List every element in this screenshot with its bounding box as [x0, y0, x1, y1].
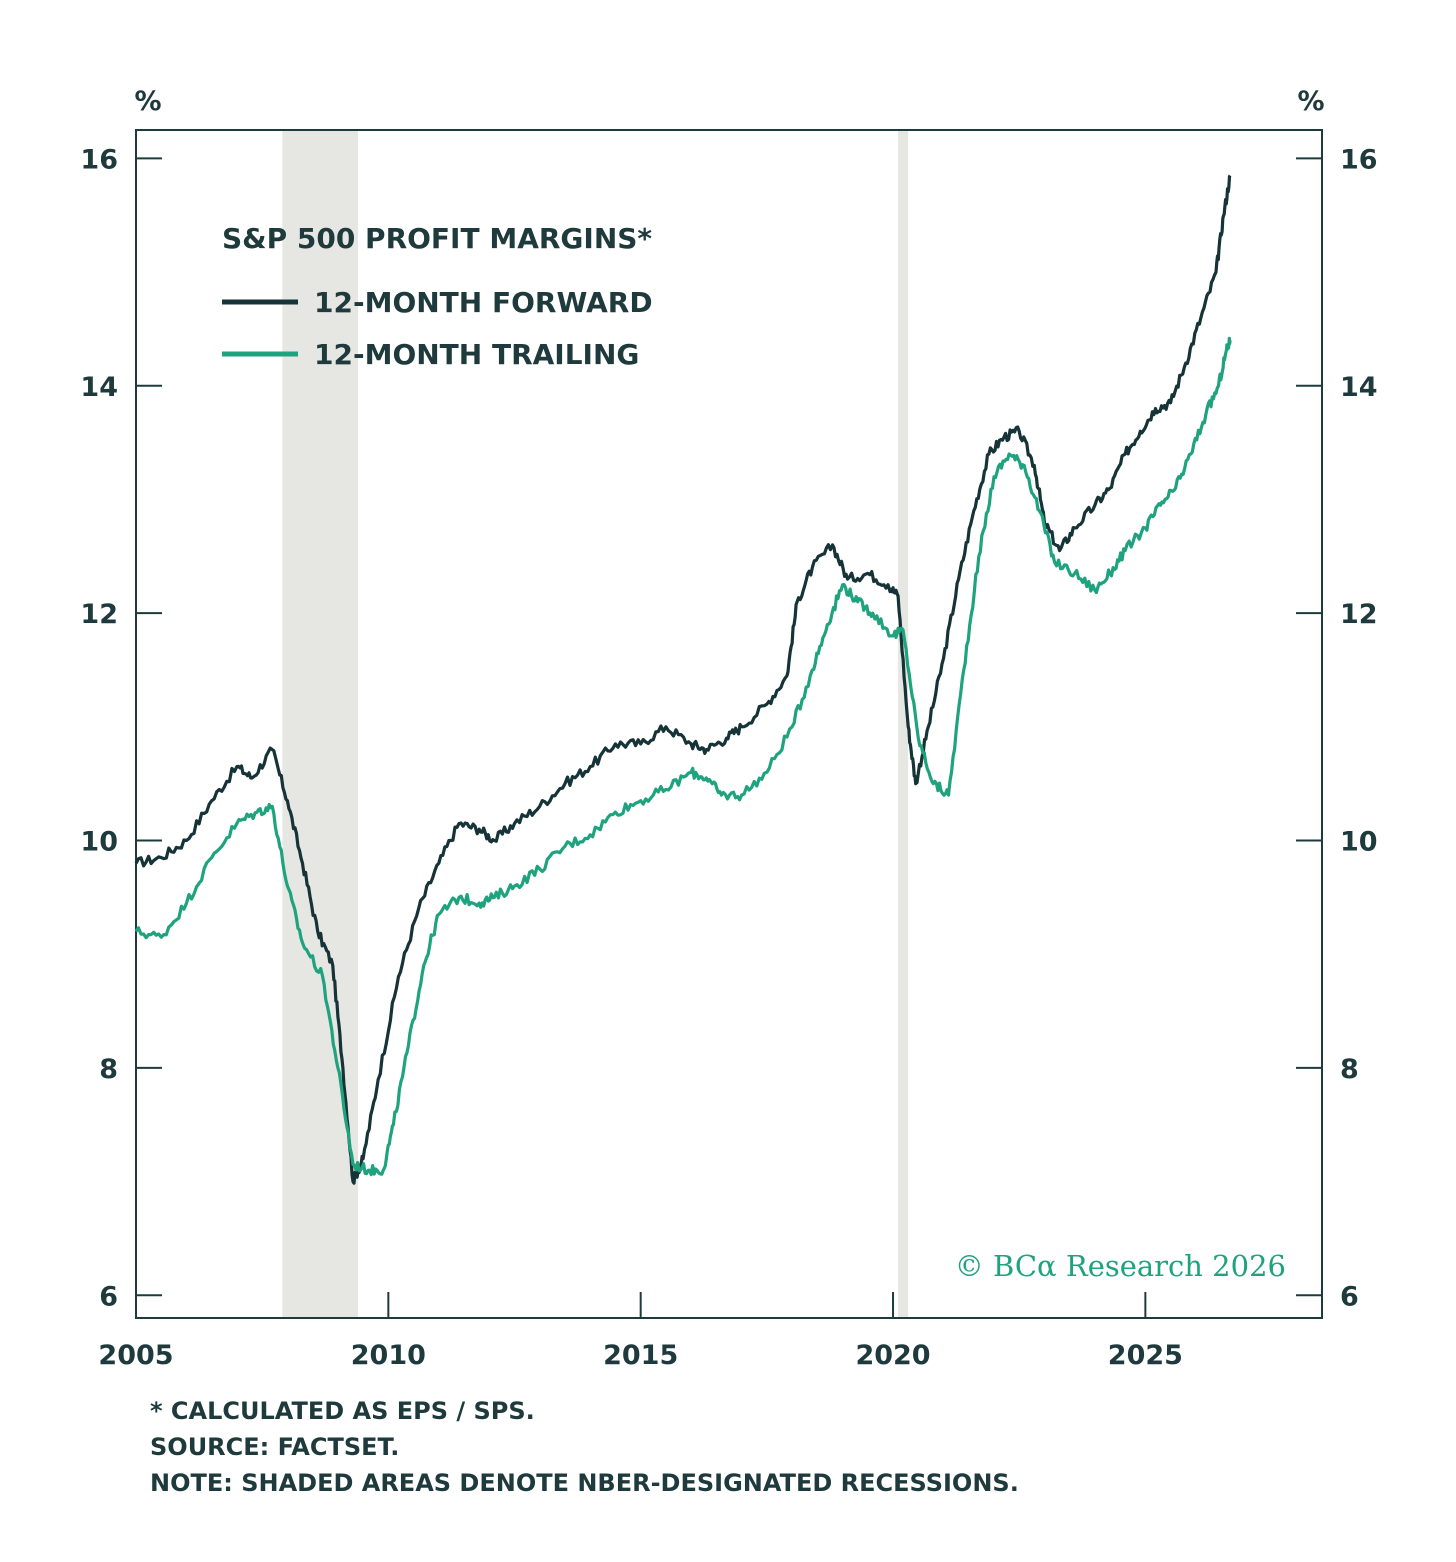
y-tick-label-left: 14 — [80, 372, 118, 403]
y-tick-label-right: 10 — [1340, 827, 1378, 858]
note-line: SOURCE: FACTSET. — [150, 1433, 400, 1461]
series-lines — [134, 174, 1232, 1185]
y-axis-unit-left: % — [134, 86, 161, 117]
y-tick-label-right: 8 — [1340, 1054, 1359, 1085]
y-tick-label-left: 6 — [99, 1281, 118, 1312]
y-axis-unit-right: % — [1297, 86, 1324, 117]
x-tick-label: 2015 — [603, 1340, 678, 1371]
y-tick-label-right: 12 — [1340, 599, 1378, 630]
x-tick-label: 2010 — [351, 1340, 426, 1371]
y-tick-label-left: 16 — [80, 144, 118, 175]
x-tick-label: 2020 — [855, 1340, 930, 1371]
chart-title: S&P 500 PROFIT MARGINS* — [222, 222, 652, 255]
copyright-label: © BCα Research 2026 — [955, 1249, 1286, 1283]
chart: 6 6 8 8 10 10 12 12 14 14 16 16 2005 2010 2015 2020 2025… — [80, 86, 1377, 1371]
note-line: NOTE: SHADED AREAS DENOTE NBER-DESIGNATE… — [150, 1469, 1019, 1497]
plot-frame — [135, 129, 1323, 1319]
series-line-forward — [134, 174, 1232, 1185]
y-tick-label-left: 8 — [99, 1054, 118, 1085]
series-line-trailing — [134, 336, 1232, 1177]
recession-band — [898, 130, 909, 1318]
note-line: * CALCULATED AS EPS / SPS. — [150, 1397, 535, 1425]
y-tick-label-right: 14 — [1340, 372, 1378, 403]
legend: 12-MONTH FORWARD 12-MONTH TRAILING — [222, 286, 653, 371]
axis-ticks: 6 6 8 8 10 10 12 12 14 14 16 16 2005 2010 2015 2020 2025 — [80, 144, 1377, 1371]
recession-shading — [282, 130, 909, 1318]
y-tick-label-right: 6 — [1340, 1281, 1359, 1312]
y-tick-label-left: 10 — [80, 827, 118, 858]
legend-label-forward: 12-MONTH FORWARD — [314, 286, 653, 319]
y-tick-label-right: 16 — [1340, 144, 1378, 175]
y-tick-label-left: 12 — [80, 599, 118, 630]
chart-notes: * CALCULATED AS EPS / SPS. SOURCE: FACTS… — [150, 1393, 1019, 1501]
legend-label-trailing: 12-MONTH TRAILING — [314, 338, 639, 371]
x-tick-label: 2025 — [1108, 1340, 1183, 1371]
x-tick-label: 2005 — [98, 1340, 173, 1371]
